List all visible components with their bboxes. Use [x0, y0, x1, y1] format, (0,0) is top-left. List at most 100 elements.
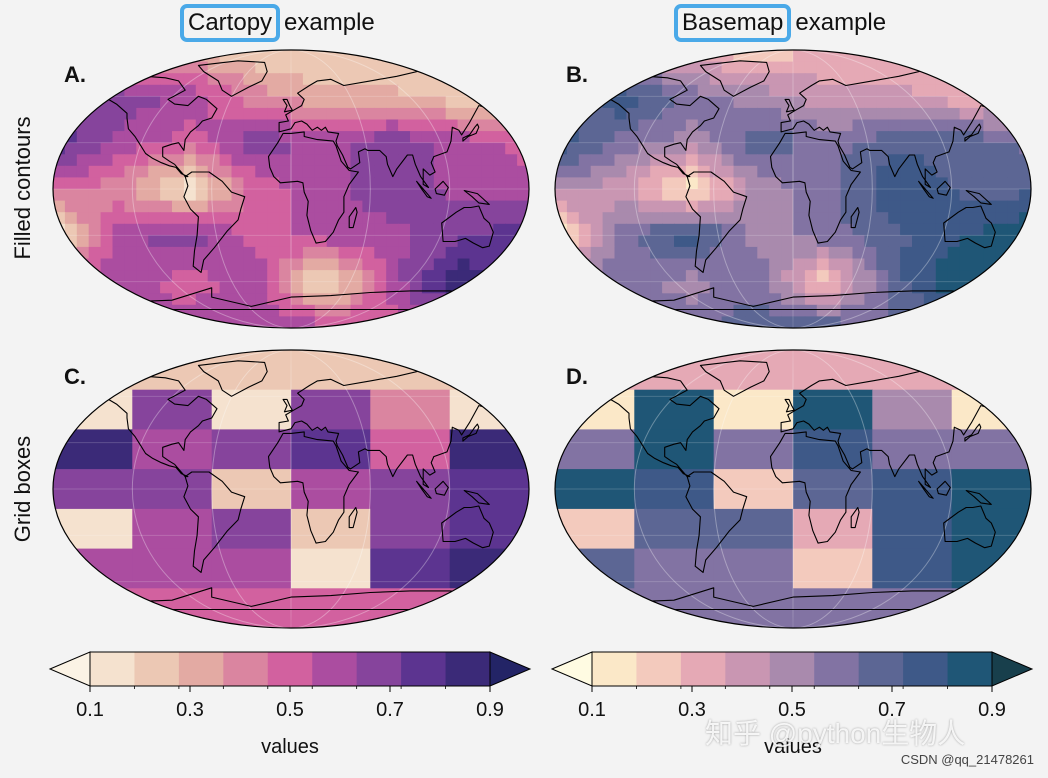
- contour-cell: [852, 258, 865, 271]
- contour-cell: [995, 235, 1008, 248]
- contour-cell: [555, 316, 568, 328]
- contour-cell: [995, 293, 1008, 306]
- contour-cell: [207, 200, 221, 213]
- contour-cell: [493, 212, 506, 225]
- contour-cell: [255, 50, 268, 63]
- contour-cell: [160, 50, 173, 63]
- contour-cell: [888, 131, 901, 144]
- contour-cell: [314, 258, 328, 271]
- contour-cell: [350, 154, 363, 167]
- contour-cell: [219, 154, 233, 167]
- contour-cell: [148, 107, 161, 121]
- contour-cell: [183, 270, 197, 283]
- contour-cell: [302, 281, 316, 294]
- row-label-grid-boxes: Grid boxes: [10, 435, 35, 543]
- grid-cell: [449, 429, 529, 470]
- contour-cell: [398, 177, 411, 190]
- contour-cell: [350, 177, 363, 190]
- credit-text: CSDN @qq_21478261: [900, 752, 1034, 767]
- contour-cell: [697, 154, 711, 167]
- contour-cell: [709, 61, 723, 74]
- contour-cell: [136, 223, 149, 236]
- contour-cell: [398, 200, 411, 213]
- contour-cell: [493, 223, 506, 236]
- contour-cell: [697, 270, 711, 283]
- contour-cell: [781, 61, 794, 74]
- contour-cell: [433, 223, 447, 236]
- contour-cell: [421, 107, 435, 121]
- contour-cell: [481, 119, 494, 132]
- contour-cell: [195, 84, 209, 97]
- contour-cell: [840, 131, 854, 144]
- contour-cell: [100, 119, 114, 132]
- contour-cell: [160, 131, 173, 144]
- contour-cell: [291, 189, 304, 202]
- contour-cell: [578, 316, 592, 328]
- contour-cell: [935, 154, 949, 167]
- grid-cell: [53, 469, 133, 510]
- coastline: [936, 180, 951, 196]
- contour-cell: [1019, 235, 1031, 248]
- contour-cell: [386, 246, 399, 260]
- contour-cell: [350, 119, 363, 132]
- contour-cell: [935, 107, 949, 121]
- contour-cell: [219, 142, 233, 155]
- contour-cell: [614, 212, 627, 225]
- contour-cell: [888, 258, 901, 271]
- contour-cell: [124, 107, 137, 121]
- contour-cell: [267, 177, 280, 190]
- contour-cell: [555, 246, 568, 260]
- contour-cell: [590, 177, 604, 190]
- contour-cell: [709, 293, 723, 306]
- contour-cell: [53, 107, 66, 121]
- contour-cell: [267, 50, 280, 63]
- contour-cell: [888, 223, 901, 236]
- grid-cell: [370, 429, 451, 470]
- contour-cell: [923, 235, 937, 248]
- colorbar-tick-label: 0.5: [276, 699, 304, 721]
- contour-cell: [338, 258, 352, 271]
- contour-cell: [112, 212, 125, 225]
- contour-cell: [76, 131, 90, 144]
- contour-cell: [183, 235, 197, 248]
- contour-cell: [267, 119, 280, 132]
- contour-cell: [781, 189, 794, 202]
- contour-cell: [457, 119, 471, 132]
- contour-cell: [207, 316, 221, 328]
- contour-cell: [481, 281, 494, 294]
- contour-cell: [362, 281, 375, 294]
- contour-cell: [183, 107, 197, 121]
- contour-cell: [53, 189, 66, 202]
- contour-cell: [947, 107, 961, 121]
- contour-cell: [721, 131, 735, 144]
- contour-cell: [888, 142, 901, 155]
- colorbar-extend-high: [489, 651, 532, 687]
- contour-cell: [709, 119, 723, 132]
- contour-cell: [697, 107, 711, 121]
- contour-cell: [291, 258, 304, 271]
- contour-cell: [302, 165, 316, 178]
- contour-cell: [923, 50, 937, 63]
- contour-cell: [566, 270, 580, 283]
- contour-cell: [614, 107, 627, 121]
- contour-cell: [816, 131, 830, 144]
- contour-cell: [207, 96, 221, 109]
- grid-cell: [555, 548, 635, 589]
- contour-cell: [662, 189, 675, 202]
- contour-cell: [183, 212, 197, 225]
- contour-cell: [697, 246, 711, 260]
- contour-cell: [291, 304, 304, 317]
- colorbar-segment: [769, 652, 815, 686]
- grid-cell: [634, 350, 715, 391]
- contour-cell: [804, 212, 818, 225]
- contour-cell: [781, 246, 794, 260]
- contour-cell: [781, 316, 794, 328]
- contour-cell: [971, 154, 984, 167]
- contour-cell: [124, 258, 137, 271]
- contour-cell: [900, 246, 913, 260]
- contour-cell: [674, 107, 687, 121]
- contour-cell: [457, 142, 471, 155]
- contour-cell: [481, 270, 494, 283]
- contour-cell: [888, 177, 901, 190]
- contour-cell: [923, 281, 937, 294]
